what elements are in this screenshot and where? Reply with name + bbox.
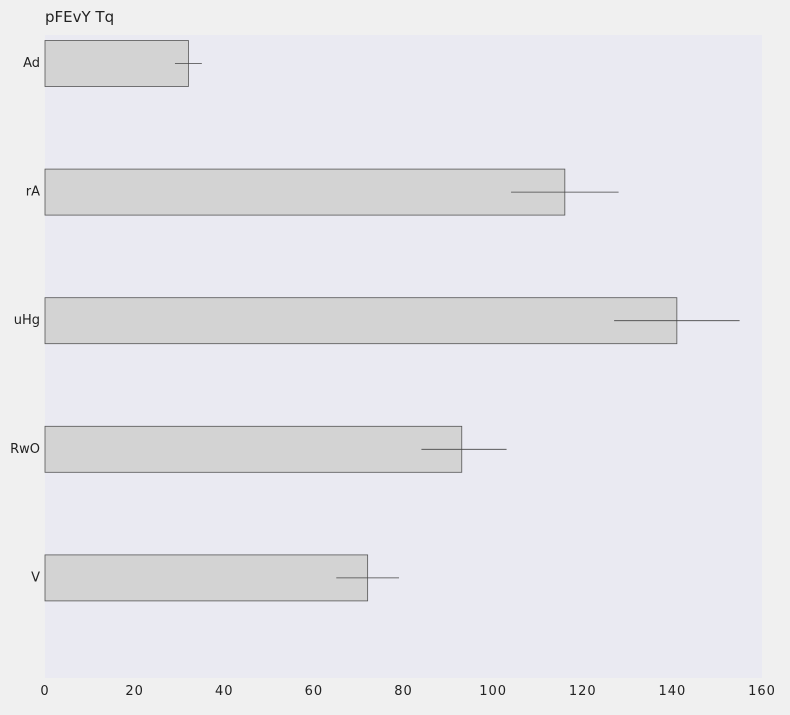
chart-title: pFEvY Tq (45, 8, 115, 26)
bar-Ad (44, 40, 189, 87)
bar-V (44, 554, 369, 602)
x-tick-label: 80 (394, 684, 413, 699)
bar-rA (44, 168, 566, 216)
bar-RwO (44, 425, 463, 473)
y-tick-label: V (31, 570, 40, 585)
x-tick-label: 60 (305, 684, 324, 699)
x-tick-label: 160 (748, 684, 776, 699)
x-tick-label: 120 (569, 684, 597, 699)
y-tick-labels: Ad rA uHg RwO V (10, 56, 40, 585)
x-tick-labels: 0 20 40 60 80 100 120 140 160 (40, 684, 776, 699)
x-tick-label: 20 (125, 684, 144, 699)
bar-uHg (44, 297, 678, 345)
y-tick-label: uHg (14, 313, 40, 328)
x-tick-label: 100 (479, 684, 507, 699)
x-tick-label: 140 (658, 684, 686, 699)
x-tick-label: 40 (215, 684, 234, 699)
y-tick-label: Ad (23, 56, 40, 71)
bars (44, 40, 678, 602)
y-tick-label: rA (26, 185, 40, 200)
y-tick-label: RwO (10, 442, 40, 457)
x-tick-label: 0 (40, 684, 49, 699)
error-bars (174, 63, 740, 579)
